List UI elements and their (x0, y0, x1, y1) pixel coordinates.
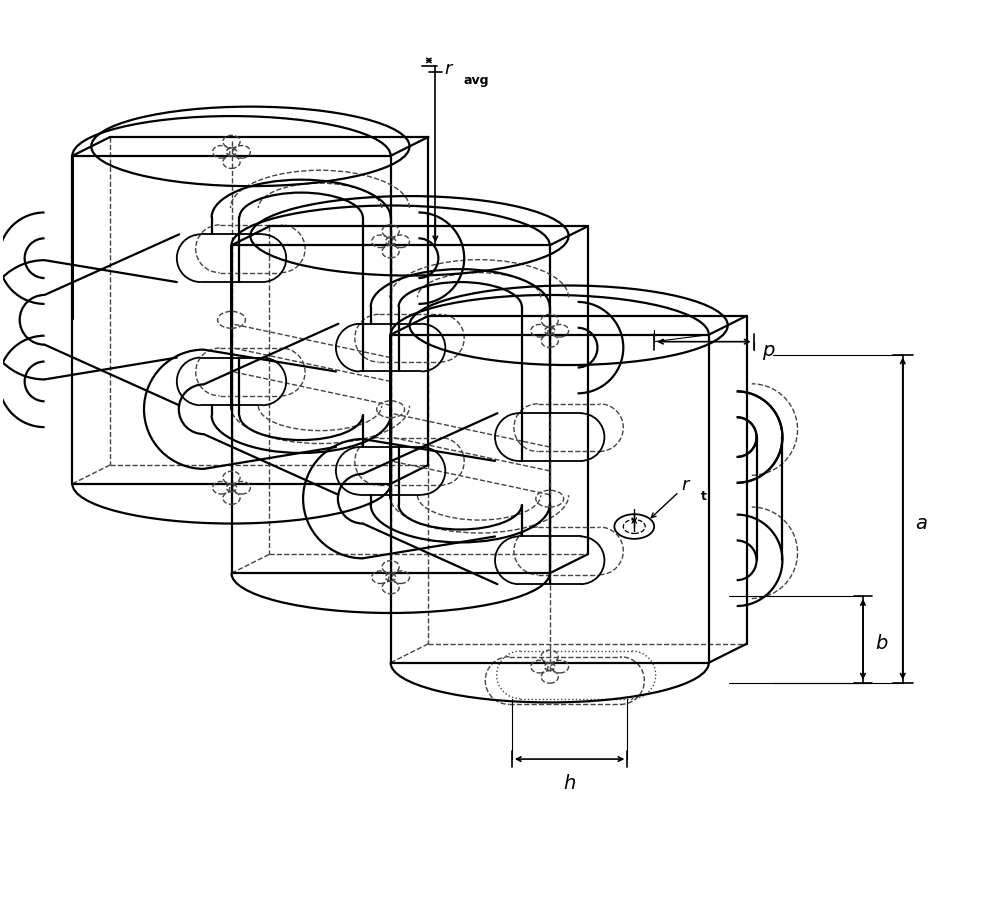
Text: $b$: $b$ (875, 635, 888, 654)
Text: $r$: $r$ (444, 60, 455, 78)
Text: $p$: $p$ (762, 343, 775, 361)
Text: avg: avg (463, 75, 489, 87)
Text: $a$: $a$ (915, 513, 927, 532)
Text: $r$: $r$ (681, 476, 691, 494)
Text: t: t (701, 490, 707, 503)
Text: $h$: $h$ (563, 774, 576, 793)
